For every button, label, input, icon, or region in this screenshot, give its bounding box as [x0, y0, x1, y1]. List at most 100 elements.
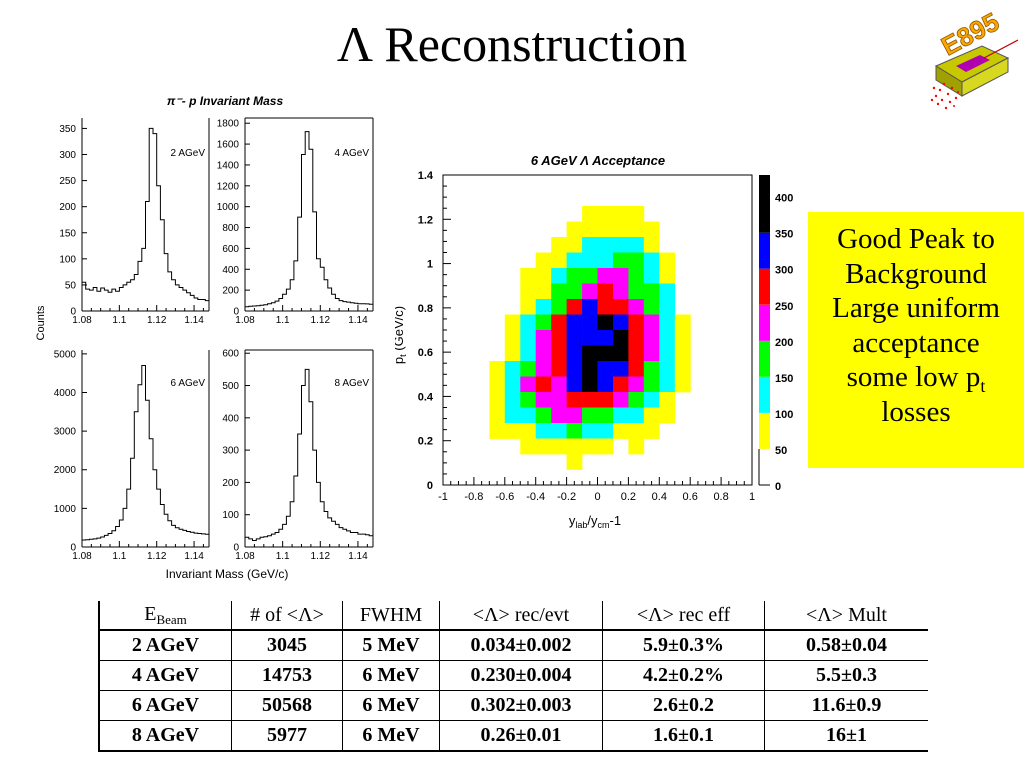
heatmap-cell: [504, 392, 521, 408]
heatmap-cell: [551, 376, 568, 393]
table-cell: 0.230±0.004: [439, 660, 603, 691]
y-tick-label: 0: [70, 307, 76, 318]
note-subscript: t: [980, 376, 986, 396]
table-cell: 6 AGeV: [98, 690, 232, 721]
heatmap-cell: [535, 376, 552, 393]
y-tick-label: 0.2: [418, 436, 433, 448]
x-tick-label: 1.1: [112, 315, 126, 326]
table-cell: 1.6±0.1: [602, 720, 765, 752]
histogram-title: π⁻- p Invariant Mass: [167, 94, 284, 108]
heatmap-cell: [520, 423, 537, 439]
heatmap-cell: [551, 438, 568, 455]
y-tick-label: 5000: [54, 349, 77, 360]
heatmap-cell: [613, 345, 629, 362]
y-tick-label: 0: [233, 307, 239, 318]
x-tick-label: 1.14: [184, 551, 204, 562]
heatmap-cell: [613, 361, 629, 377]
y-tick-label: 1000: [54, 504, 77, 515]
heatmap-cell: [597, 299, 614, 315]
heatmap-cell: [643, 299, 660, 315]
heatmap-cell: [613, 423, 629, 439]
heatmap-cell: [535, 407, 552, 424]
heatmap-cell: [489, 361, 506, 377]
heatmap-cell: [643, 392, 660, 408]
heatmap-cell: [628, 345, 645, 362]
heatmap-cell: [659, 268, 676, 284]
x-tick-label: 1.14: [348, 551, 368, 562]
table-header-row: EBeam # of <Λ> FWHM <Λ> rec/evt <Λ> rec …: [98, 601, 928, 631]
heatmap-cell: [551, 252, 568, 269]
heatmap-cell: [659, 361, 676, 377]
y-tick-label: 1: [427, 259, 433, 271]
y-tick-label: 400: [222, 413, 239, 424]
heatmap-cell: [551, 423, 568, 439]
heatmap-cell: [535, 314, 552, 331]
x-tick-label: 1.14: [184, 315, 204, 326]
heatmap-cell: [535, 299, 552, 315]
heatmap-cell: [582, 268, 598, 284]
note-line: Large uniform: [832, 292, 1000, 324]
heatmap-cell: [582, 392, 598, 408]
table-cell: 11.6±0.9: [764, 690, 928, 721]
heatmap-cell: [643, 423, 660, 439]
colorbar-tick-label: 200: [775, 337, 793, 349]
x-tick-label: 1.12: [311, 551, 331, 562]
heatmap-cell: [520, 438, 537, 455]
note-line: some low pt: [808, 360, 1024, 395]
table-row: 4 AGeV 14753 6 MeV 0.230±0.004 4.2±0.2% 5.5±0…: [98, 660, 928, 691]
heatmap-cell: [643, 330, 660, 346]
heatmap-cell: [674, 345, 691, 362]
y-tick-label: 0: [233, 543, 239, 554]
heatmap-cell: [582, 376, 598, 393]
colorbar-band: [759, 304, 770, 341]
heatmap-cell: [613, 268, 629, 284]
heatmap-cell: [613, 407, 629, 424]
table-cell: 0.302±0.003: [439, 690, 603, 721]
x-tick-label: -0.4: [526, 491, 545, 503]
y-tick-label: 600: [222, 349, 239, 360]
heatmap-cell: [551, 330, 568, 346]
heatmap-cell: [520, 330, 537, 346]
heatmap-cell: [643, 268, 660, 284]
histogram-panel: 0 100 200 300 400 500 600 1.08 1.1 1.12 1.14 8 AGeV: [222, 349, 374, 562]
heatmap-cell: [582, 423, 598, 439]
heatmap-cell: [674, 330, 691, 346]
heatmap-cell: [628, 376, 645, 393]
heatmap-cells: [489, 206, 691, 470]
heatmap-cell: [628, 299, 645, 315]
y-tick-label: 200: [222, 478, 239, 489]
heatmap-cell: [582, 237, 598, 253]
heatmap-xlabel: ylab/ycm-1: [569, 513, 621, 530]
y-tick-label: 0: [427, 480, 433, 492]
colorbar-band: [759, 340, 770, 377]
heatmap-cell: [551, 314, 568, 331]
heatmap-cell: [535, 438, 552, 455]
heatmap-cell: [597, 345, 614, 362]
heatmap-cell: [551, 237, 568, 253]
heatmap-cell: [613, 392, 629, 408]
heatmap-cell: [643, 407, 660, 424]
heatmap-cell: [582, 283, 598, 300]
y-tick-label: 500: [222, 381, 239, 392]
heatmap-cell: [504, 314, 521, 331]
colorbar-band: [759, 412, 770, 449]
histogram-series: [82, 365, 209, 541]
slide-title: Λ Reconstruction: [336, 16, 688, 72]
table-cell: 50568: [231, 690, 343, 721]
heatmap-cell: [566, 438, 583, 455]
heatmap-cell: [613, 206, 629, 222]
heatmap-cell: [613, 299, 629, 315]
heatmap-cell: [566, 221, 583, 238]
heatmap-cell: [597, 283, 614, 300]
heatmap-cell: [613, 221, 629, 238]
heatmap-cell: [566, 376, 583, 393]
heatmap-cell: [659, 330, 676, 346]
y-tick-label: 2000: [54, 465, 77, 476]
e895-logo: E895: [930, 6, 1019, 110]
y-tick-label: 1200: [217, 181, 240, 192]
heatmap-cell: [535, 361, 552, 377]
heatmap-cell: [659, 376, 676, 393]
histogram-panel: 0 1000 2000 3000 4000 5000 1.08 1.1 1.12 1.14 6 AG…: [54, 349, 210, 562]
heatmap-cell: [504, 345, 521, 362]
histogram-series: [245, 368, 373, 541]
